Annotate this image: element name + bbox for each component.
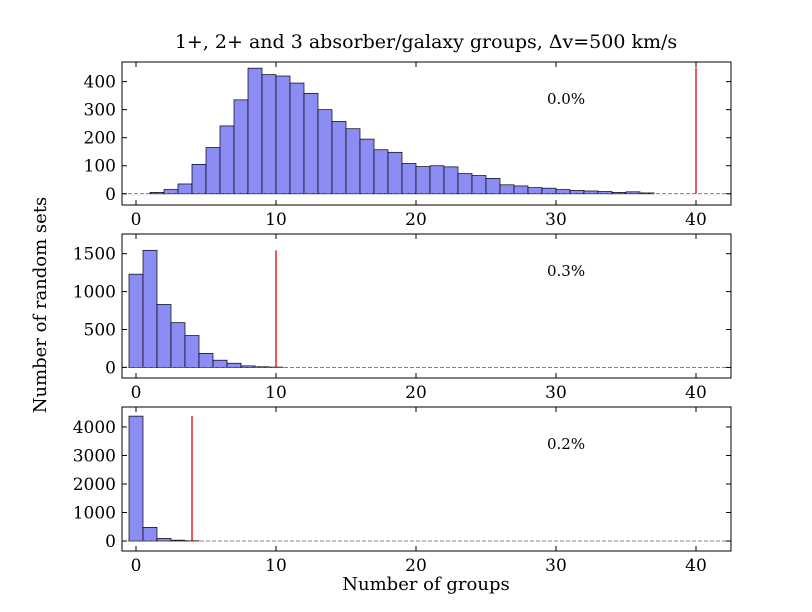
chart-title: 1+, 2+ and 3 absorber/galaxy groups, Δv=… xyxy=(175,31,677,53)
y-tick-label: 300 xyxy=(84,101,116,121)
histogram-bar xyxy=(457,173,473,195)
percentage-annotation: 0.3% xyxy=(547,262,585,280)
histogram-bar xyxy=(198,353,214,368)
histogram-bar xyxy=(429,165,445,195)
histogram-bar xyxy=(415,166,431,195)
y-tick-label: 200 xyxy=(84,129,116,149)
x-tick-label: 20 xyxy=(405,556,427,576)
axes-frame xyxy=(121,61,732,206)
histogram-bar xyxy=(499,184,515,195)
x-tick-label: 10 xyxy=(265,210,287,230)
panel-2: 0 500 1000 1500 0 10 20 30 40 0.3% xyxy=(73,233,732,403)
histogram-bar xyxy=(345,128,361,195)
y-tick-label: 500 xyxy=(84,320,116,340)
histogram-bar xyxy=(212,359,228,368)
panel-1: 0 100 200 300 400 0 10 20 30 40 0.0% xyxy=(84,61,732,230)
axes-frame xyxy=(121,406,732,552)
histogram-bar xyxy=(555,189,571,195)
x-tick-label: 40 xyxy=(685,210,707,230)
histogram-bar xyxy=(205,147,221,195)
histogram-bar xyxy=(177,183,193,195)
y-tick-label: 400 xyxy=(84,73,116,93)
x-tick-label: 40 xyxy=(685,383,707,403)
y-tick-label: 2000 xyxy=(73,475,116,495)
histogram-bar xyxy=(541,187,557,195)
x-tick-label: 30 xyxy=(545,383,567,403)
x-tick-label: 20 xyxy=(405,210,427,230)
x-tick-label: 10 xyxy=(265,383,287,403)
y-tick-label: 0 xyxy=(105,185,116,205)
histogram-bar xyxy=(471,175,487,195)
y-tick-label: 1000 xyxy=(73,283,116,303)
y-tick-label: 100 xyxy=(84,157,116,177)
y-tick-label: 0 xyxy=(105,358,116,378)
histogram-bar xyxy=(184,335,200,368)
histogram-bar xyxy=(163,189,179,195)
x-axis-label: Number of groups xyxy=(342,574,509,595)
histogram-bar xyxy=(387,151,403,195)
histogram-bar xyxy=(219,125,235,195)
axes-frame xyxy=(121,233,732,379)
x-tick-label: 30 xyxy=(545,556,567,576)
y-tick-label: 3000 xyxy=(73,446,116,466)
histogram-bar xyxy=(226,362,242,368)
histogram-bar xyxy=(170,322,186,368)
percentage-annotation: 0.0% xyxy=(547,90,585,108)
histogram-bar xyxy=(373,149,389,195)
histogram-bar xyxy=(443,166,459,195)
y-tick-label: 1000 xyxy=(73,504,116,524)
histogram-bar xyxy=(289,82,305,195)
y-tick-label: 4000 xyxy=(73,418,116,438)
x-tick-label: 40 xyxy=(685,556,707,576)
y-tick-label: 1500 xyxy=(73,245,116,265)
x-tick-label: 0 xyxy=(131,556,142,576)
histogram-bar xyxy=(128,273,144,368)
histogram-bar xyxy=(303,93,319,195)
panel-3: 0 1000 2000 3000 4000 0 10 20 30 40 0.2% xyxy=(73,406,732,576)
histogram-bar xyxy=(485,178,501,195)
histogram-bar xyxy=(317,109,333,195)
x-tick-label: 0 xyxy=(131,210,142,230)
histogram-bar xyxy=(191,163,207,195)
histogram-bar xyxy=(142,526,158,542)
x-tick-label: 30 xyxy=(545,210,567,230)
x-tick-label: 10 xyxy=(265,556,287,576)
histogram-bar xyxy=(233,99,249,195)
histogram-bar xyxy=(401,163,417,195)
y-axis-label: Number of random sets xyxy=(30,197,51,414)
histogram-bar xyxy=(156,304,172,368)
y-tick-label: 0 xyxy=(105,532,116,552)
histogram-bar xyxy=(513,185,529,195)
histogram-bar xyxy=(527,187,543,195)
histogram-bar xyxy=(569,190,585,195)
x-tick-label: 0 xyxy=(131,383,142,403)
percentage-annotation: 0.2% xyxy=(547,435,585,453)
histogram-bar xyxy=(247,67,263,195)
histogram-bar xyxy=(261,74,277,195)
histogram-bar xyxy=(359,138,375,195)
x-tick-label: 20 xyxy=(405,383,427,403)
histogram-bar xyxy=(275,75,291,195)
histogram-bar xyxy=(128,415,144,542)
histogram-bar xyxy=(583,190,599,195)
histogram-bar xyxy=(142,249,158,368)
histogram-bar xyxy=(331,121,347,195)
